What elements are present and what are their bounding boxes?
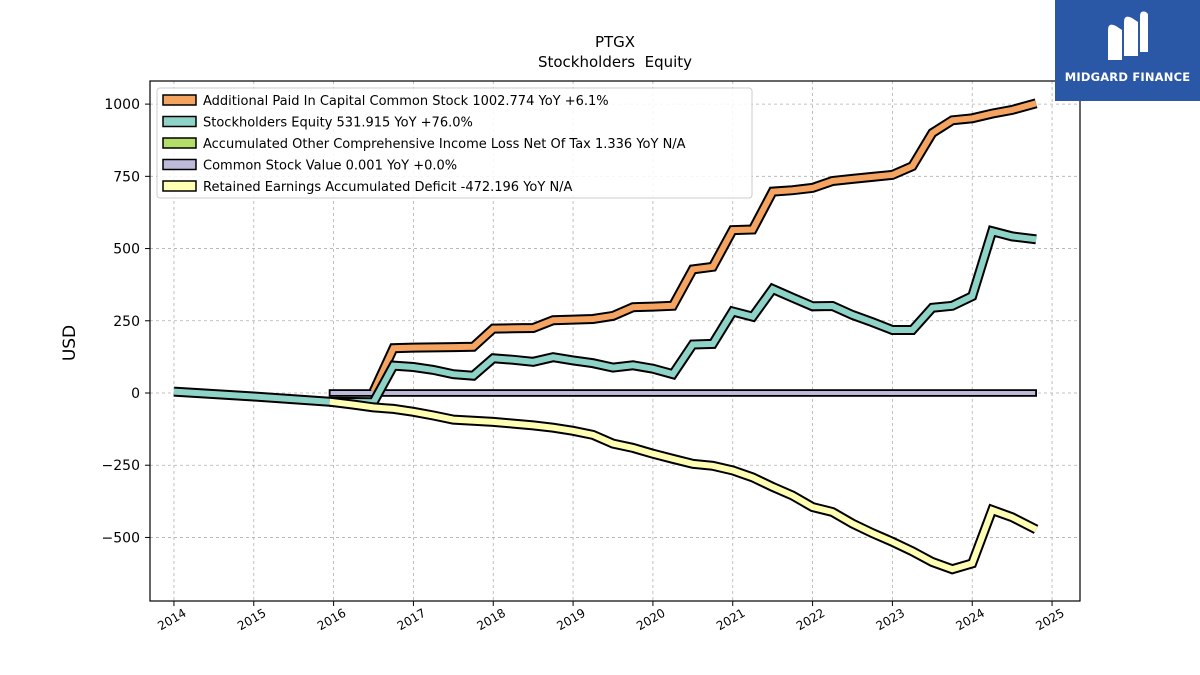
x-tick-label: 2018 — [475, 606, 508, 633]
x-tick-label: 2020 — [634, 606, 667, 633]
legend-label: Additional Paid In Capital Common Stock … — [203, 94, 609, 109]
y-tick-label: −500 — [102, 530, 140, 546]
x-tick-label: 2016 — [315, 606, 348, 633]
y-tick-label: 750 — [113, 169, 140, 185]
legend-swatch — [162, 180, 197, 192]
y-tick-label: −250 — [102, 458, 140, 474]
chart-subtitle: Stockholders Equity — [538, 53, 692, 71]
y-tick-label: 1000 — [104, 97, 140, 113]
x-tick-label: 2014 — [155, 606, 188, 633]
legend-label: Accumulated Other Comprehensive Income L… — [203, 137, 686, 152]
legend-label: Retained Earnings Accumulated Deficit -4… — [203, 180, 573, 195]
logo-text: MIDGARD FINANCE — [1064, 70, 1191, 84]
x-tick-label: 2025 — [1033, 606, 1066, 633]
legend: Additional Paid In Capital Common Stock … — [156, 87, 753, 199]
legend-box — [156, 87, 753, 199]
bar-series-group — [328, 389, 1037, 397]
x-tick-label: 2023 — [874, 606, 907, 633]
y-tick-label: 250 — [113, 314, 140, 330]
apic-line — [370, 100, 1037, 393]
legend-label: Common Stock Value 0.001 YoY +0.0% — [203, 159, 457, 174]
x-tick-label: 2022 — [794, 606, 827, 633]
chart-title: PTGX — [595, 33, 635, 51]
legend-swatch — [162, 115, 197, 128]
y-tick-label: 0 — [131, 386, 140, 402]
legend-swatch — [162, 137, 197, 149]
logo-mark-icon — [1108, 11, 1148, 61]
retained-earnings-line — [329, 398, 1038, 573]
x-tick-label: 2017 — [395, 606, 428, 633]
x-tick-label: 2021 — [714, 606, 747, 633]
retained-earnings-line-outline — [329, 396, 1039, 575]
legend-label: Stockholders Equity 531.915 YoY +76.0% — [203, 116, 473, 131]
x-tick-label: 2019 — [554, 606, 587, 633]
y-axis-label: USD — [60, 325, 80, 361]
stockholders-equity-line — [173, 227, 1037, 406]
common-stock-value-bar — [328, 389, 1037, 397]
y-tick-label: 500 — [113, 242, 140, 258]
legend-swatch — [162, 94, 197, 106]
line-series-group — [173, 98, 1039, 575]
legend-swatch — [162, 158, 197, 171]
brand-logo: MIDGARD FINANCE — [1055, 0, 1200, 101]
plot-frame — [149, 80, 1081, 602]
x-tick-label: 2024 — [954, 606, 987, 633]
x-tick-label: 2015 — [235, 606, 268, 633]
